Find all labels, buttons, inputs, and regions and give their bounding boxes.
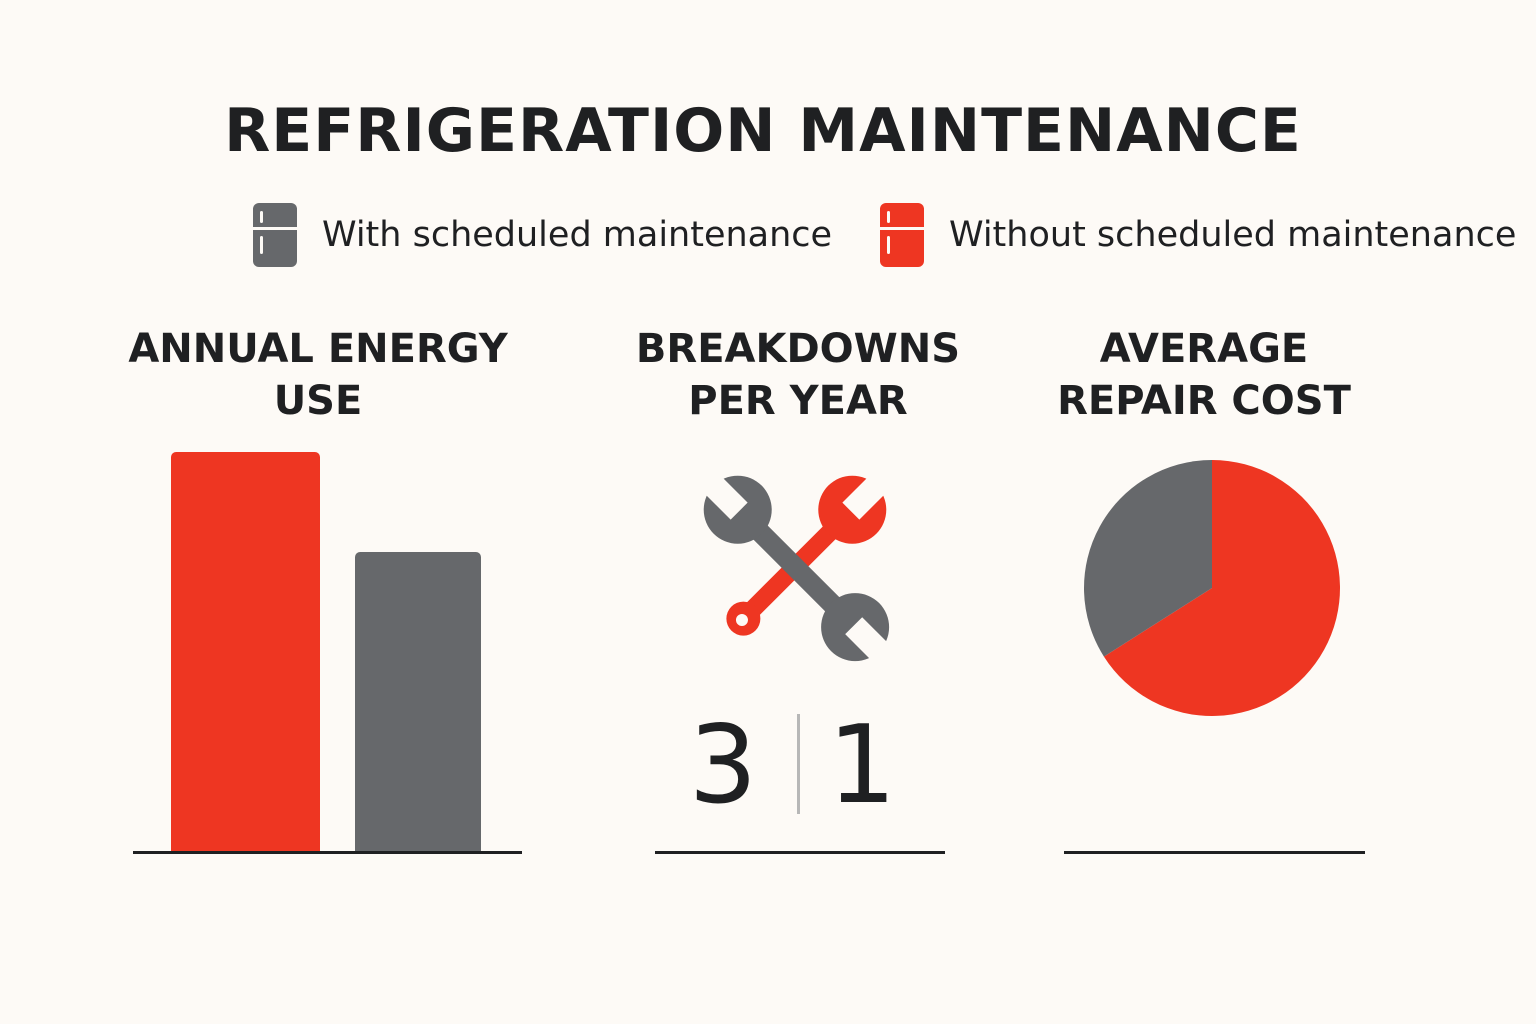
refrigerator-icon <box>253 203 297 267</box>
energy-panel-title: ANNUAL ENERGY USE <box>118 323 518 427</box>
breakdowns-count-without: 3 <box>688 703 758 828</box>
repair-panel-title: AVERAGE REPAIR COST <box>1004 323 1404 427</box>
energy-bar-chart <box>171 452 481 852</box>
crossed-wrenches-icon <box>702 474 891 663</box>
legend-label-with: With scheduled maintenance <box>322 215 833 255</box>
repair-title-line-2: REPAIR COST <box>1057 378 1351 424</box>
legend-label-without: Without scheduled maintenance <box>949 215 1517 255</box>
count-divider <box>797 714 800 814</box>
legend-item-with: With scheduled maintenance <box>252 202 832 268</box>
repair-pie-slice-with <box>1084 460 1212 657</box>
breakdowns-panel-title: BREAKDOWNS PER YEAR <box>598 323 998 427</box>
breakdowns-count-with: 1 <box>827 703 897 828</box>
repair-pie-chart <box>1084 460 1340 716</box>
energy-title-line-2: USE <box>273 378 363 424</box>
repair-title-line-1: AVERAGE <box>1099 326 1309 372</box>
repair-baseline <box>1064 851 1365 854</box>
energy-title-line-1: ANNUAL ENERGY <box>128 326 508 372</box>
energy-bar-with <box>355 552 481 852</box>
repair-pie-slice-without <box>1103 460 1340 716</box>
page-title: REFRIGERATION MAINTENANCE <box>224 96 1302 166</box>
refrigerator-icon <box>880 203 924 267</box>
breakdowns-title-line-1: BREAKDOWNS <box>635 326 961 372</box>
breakdowns-baseline <box>655 851 945 854</box>
legend-item-without: Without scheduled maintenance <box>879 202 1516 268</box>
energy-bar-without <box>171 452 320 852</box>
breakdowns-title-line-2: PER YEAR <box>688 378 908 424</box>
energy-baseline <box>133 851 522 854</box>
